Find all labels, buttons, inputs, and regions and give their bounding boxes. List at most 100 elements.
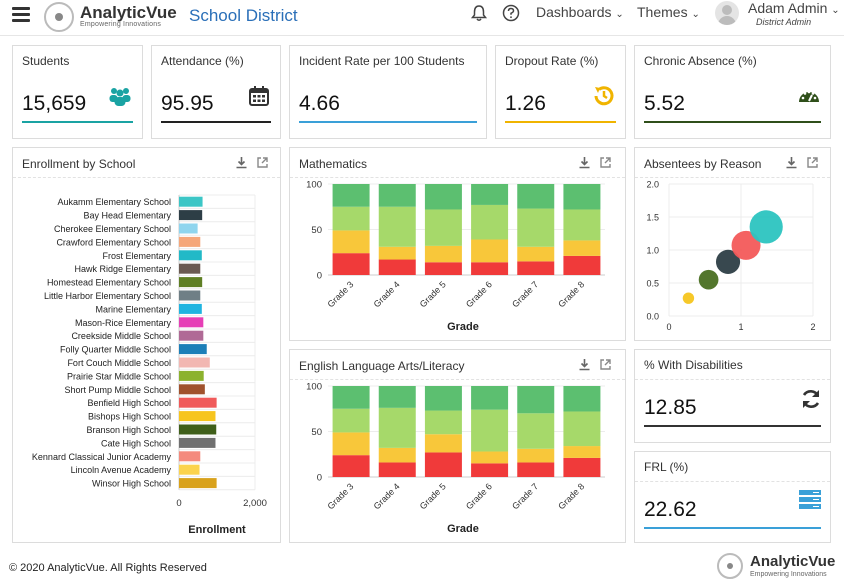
category-label: Frost Elementary xyxy=(102,251,171,261)
stacked-bar-segment xyxy=(378,206,416,247)
expand-icon[interactable] xyxy=(599,358,612,371)
download-icon[interactable] xyxy=(578,156,591,169)
user-name: Adam Admin xyxy=(748,0,828,16)
panel-title: Absentees by Reason xyxy=(644,157,762,171)
help-icon[interactable] xyxy=(502,4,520,22)
y-tick-label: 100 xyxy=(306,382,322,393)
stacked-bar-segment xyxy=(332,455,370,477)
kpi-title: Attendance (%) xyxy=(161,54,244,68)
x-tick-label: 2 xyxy=(810,322,815,332)
stacked-bar-segment xyxy=(471,204,509,240)
avatar[interactable] xyxy=(715,1,739,25)
analyticvue-logo-icon xyxy=(44,2,74,32)
stacked-bar-segment xyxy=(424,452,462,477)
category-label: Crawford Elementary School xyxy=(56,237,171,247)
brand-tagline: Empowering Innovations xyxy=(80,21,162,28)
absentees-panel: Absentees by Reason 0.0 0.5 1.0 1.5 2.0 0 1 2 xyxy=(634,147,831,341)
stacked-bar-segment xyxy=(378,462,416,477)
stacked-bar-segment xyxy=(332,230,370,254)
x-axis-title: Grade xyxy=(447,321,479,333)
server-list-icon xyxy=(799,490,821,509)
download-icon[interactable] xyxy=(578,358,591,371)
panel-divider xyxy=(290,379,625,380)
themes-menu[interactable]: Themes ⌄ xyxy=(637,4,700,20)
hamburger-menu-icon[interactable] xyxy=(12,7,30,23)
stacked-bar-segment xyxy=(332,408,370,433)
stacked-bar-segment xyxy=(517,386,555,414)
panel-title: Enrollment by School xyxy=(22,157,136,171)
bar xyxy=(179,223,198,234)
panel-divider xyxy=(635,481,830,482)
x-tick-label: Grade 6 xyxy=(464,481,494,511)
chevron-down-icon: ⌄ xyxy=(615,9,624,20)
footer-tagline: Empowering Innovations xyxy=(750,571,827,578)
bar xyxy=(179,464,200,475)
user-menu[interactable]: Adam Admin ⌄ xyxy=(748,0,840,16)
category-label: Kennard Classical Junior Academy xyxy=(32,452,172,462)
kpi-value: 4.66 xyxy=(299,92,340,115)
kpi-value: 95.95 xyxy=(161,92,214,115)
expand-icon[interactable] xyxy=(599,156,612,169)
download-icon[interactable] xyxy=(235,156,248,169)
footer-copyright: © 2020 AnalyticVue. All Rights Reserved xyxy=(9,562,207,574)
stacked-bar-segment xyxy=(517,413,555,449)
stacked-bar-segment xyxy=(424,184,462,210)
bar xyxy=(179,384,205,395)
stacked-bar-segment xyxy=(517,184,555,209)
category-label: Lincoln Avenue Academy xyxy=(71,465,172,475)
stacked-bar-segment xyxy=(332,432,370,456)
stacked-bar-segment xyxy=(378,447,416,463)
themes-label: Themes xyxy=(637,4,688,20)
stacked-bar-segment xyxy=(563,446,601,458)
kpi-underline xyxy=(644,425,821,427)
kpi-title: Students xyxy=(22,54,70,68)
bar xyxy=(179,277,203,288)
y-tick-label: 50 xyxy=(311,427,322,438)
kpi-card-incident-rate: Incident Rate per 100 Students 4.66 xyxy=(289,45,487,139)
kpi-underline xyxy=(644,121,821,123)
kpi-value: 15,659 xyxy=(22,92,87,115)
bar xyxy=(179,196,203,207)
stacked-bar-segment xyxy=(424,410,462,435)
stacked-bar-segment xyxy=(471,409,509,452)
kpi-value: 1.26 xyxy=(505,92,546,115)
kpi-title: % With Disabilities xyxy=(644,358,743,372)
ela-stacked-chart: 0 50 100 Grade 3 Grade 4 Grade 5 Grade 6 Grade … xyxy=(306,382,605,535)
stacked-bar-segment xyxy=(332,253,370,275)
chevron-down-icon: ⌄ xyxy=(831,5,840,16)
dashboards-label: Dashboards xyxy=(536,4,612,20)
bar xyxy=(179,290,201,301)
y-tick-label: 100 xyxy=(306,180,322,191)
x-tick-label: 1 xyxy=(738,322,743,332)
kpi-card-attendance: Attendance (%) 95.95 xyxy=(151,45,281,139)
stacked-bar-segment xyxy=(424,209,462,246)
download-icon[interactable] xyxy=(785,156,798,169)
stacked-bar-segment xyxy=(332,184,370,207)
stacked-bar-segment xyxy=(517,462,555,477)
expand-icon[interactable] xyxy=(256,156,269,169)
dashboards-menu[interactable]: Dashboards ⌄ xyxy=(536,4,624,20)
notification-bell-icon[interactable] xyxy=(470,4,488,22)
x-axis-title: Grade xyxy=(447,523,479,535)
bar xyxy=(179,411,216,422)
expand-icon[interactable] xyxy=(806,156,819,169)
stacked-bar-segment xyxy=(517,448,555,463)
stacked-bar-segment xyxy=(563,411,601,447)
x-tick-label: Grade 5 xyxy=(418,279,448,309)
stacked-bar-segment xyxy=(517,246,555,262)
panel-title: Mathematics xyxy=(299,157,368,171)
history-icon xyxy=(594,86,614,106)
bar xyxy=(179,263,201,274)
category-label: Bishops High School xyxy=(88,412,171,422)
x-tick-label: Grade 7 xyxy=(510,279,540,309)
x-tick-label: 0 xyxy=(176,498,181,509)
bar xyxy=(179,451,201,462)
refresh-icon[interactable] xyxy=(799,387,823,411)
stacked-bar-segment xyxy=(517,261,555,275)
category-label: Mason-Rice Elementary xyxy=(75,318,172,328)
x-tick-label: Grade 6 xyxy=(464,279,494,309)
bar xyxy=(179,303,202,314)
x-tick-label: Grade 8 xyxy=(556,279,586,309)
category-label: Marine Elementary xyxy=(95,304,171,314)
x-tick-label: Grade 3 xyxy=(325,279,355,309)
